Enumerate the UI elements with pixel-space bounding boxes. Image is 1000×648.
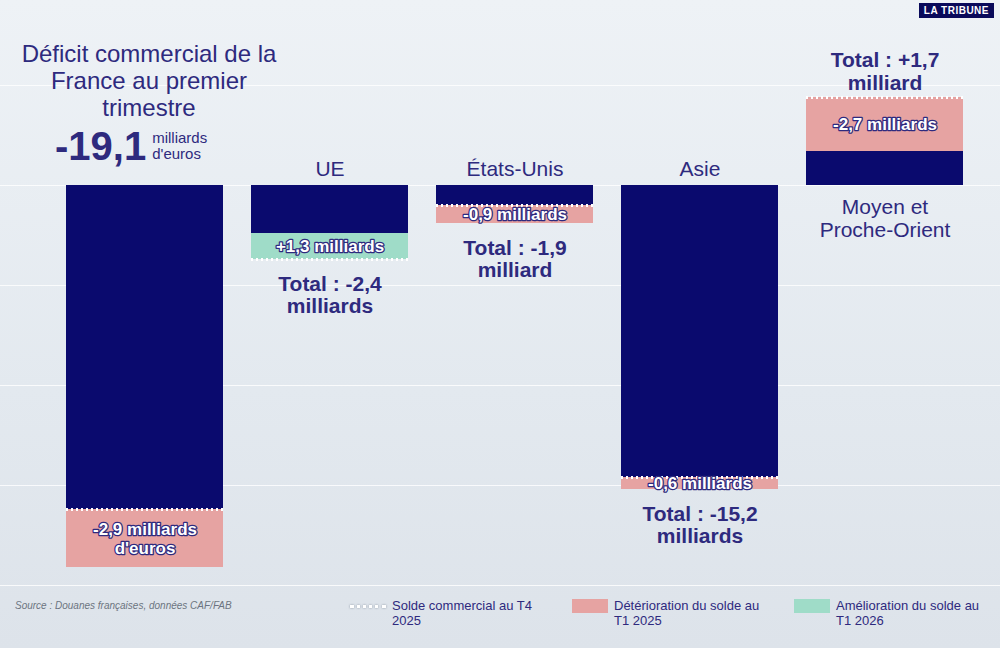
svg-text:Moyen etProche-Orient: Moyen etProche-Orient bbox=[820, 195, 951, 241]
svg-text:+1,3 milliards: +1,3 milliards bbox=[276, 237, 384, 256]
svg-text:-2,9 milliardsd'euros: -2,9 milliardsd'euros bbox=[93, 520, 197, 558]
svg-text:-0,6 milliards: -0,6 milliards bbox=[648, 474, 752, 493]
html-text:Source : Douanes françaises, d: Source : Douanes françaises, données CAF… bbox=[15, 600, 232, 611]
svg-text:Total : -2,4milliards: Total : -2,4milliards bbox=[278, 272, 382, 317]
svg-text:-0,9 milliards: -0,9 milliards bbox=[463, 205, 567, 224]
svg-text:États-Unis: États-Unis bbox=[467, 157, 564, 180]
svg-text:-2,7 milliards: -2,7 milliards bbox=[833, 115, 937, 134]
html-text:Détérioration du solde au T1 2: Détérioration du solde au T1 2025 bbox=[614, 598, 760, 628]
html-text:milliards d'euros: milliards d'euros bbox=[152, 129, 208, 162]
html-text:-19,1: -19,1 bbox=[55, 124, 147, 168]
html-text:Solde commercial au T4 2025: Solde commercial au T4 2025 bbox=[392, 598, 532, 628]
html-text:Amélioration du solde au T1 20: Amélioration du solde au T1 2026 bbox=[836, 598, 980, 628]
svg-text:Total : -15,2milliards: Total : -15,2milliards bbox=[642, 502, 757, 547]
svg-text:UE: UE bbox=[315, 157, 344, 180]
html-text:Déficit commercial de la Franc: Déficit commercial de la France au premi… bbox=[21, 40, 277, 121]
svg-text:Total : +1,7milliard: Total : +1,7milliard bbox=[831, 48, 940, 93]
svg-text:Asie: Asie bbox=[680, 157, 721, 180]
html-text:LA TRIBUNE: LA TRIBUNE bbox=[923, 5, 989, 16]
svg-text:Total : -1,9milliard: Total : -1,9milliard bbox=[463, 236, 566, 281]
